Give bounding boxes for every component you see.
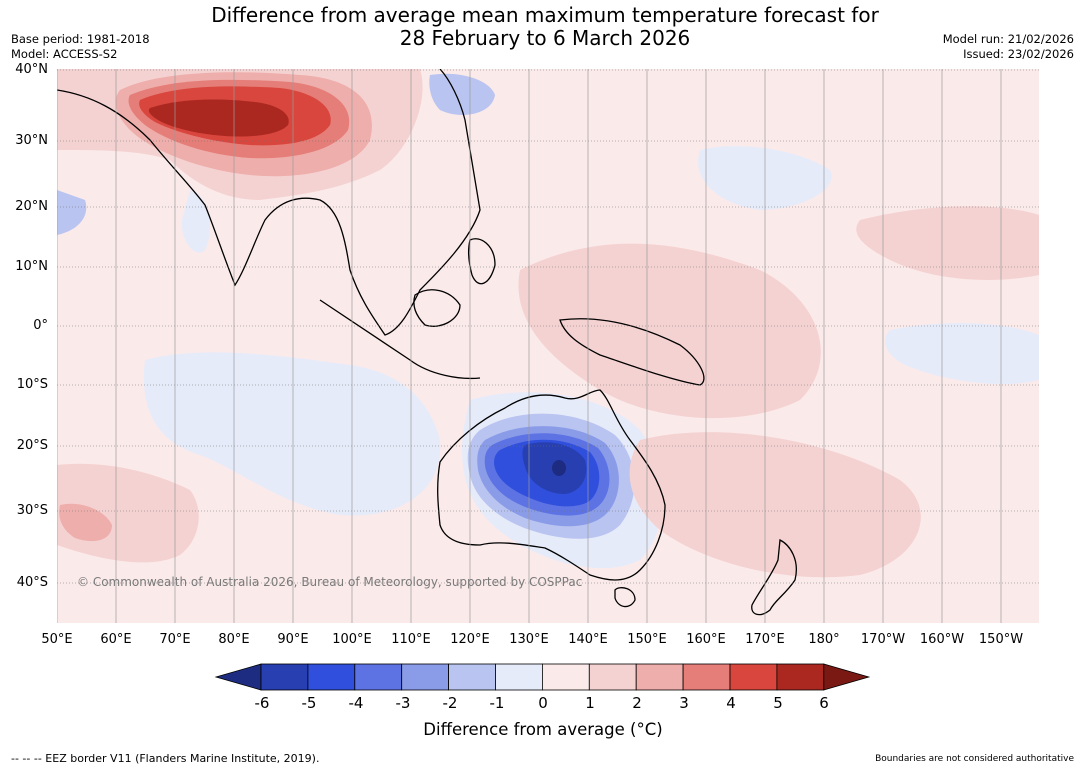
- lon-label: 150°E: [627, 632, 667, 647]
- warm-anomaly-coral-sea: [518, 243, 821, 419]
- lon-label: 60°E: [100, 632, 132, 647]
- colorbar-segment: [635, 663, 684, 691]
- aus-anomaly-min-core: [552, 460, 566, 476]
- lon-label: 100°E: [332, 632, 372, 647]
- colorbar-tick: 0: [538, 694, 548, 712]
- meridians: [57, 69, 1002, 623]
- colorbar-tick: -5: [301, 694, 317, 712]
- lon-label: 160°W: [919, 632, 965, 647]
- lon-label: 80°E: [218, 632, 250, 647]
- lat-label: 30°S: [16, 503, 48, 518]
- map-field: © Commonwealth of Australia 2026, Bureau…: [57, 69, 1039, 623]
- colorbar-segment: [541, 663, 590, 691]
- lon-label: 110°E: [391, 632, 431, 647]
- meta-right: Model run: 21/02/2026 Issued: 23/02/2026: [943, 32, 1074, 62]
- colorbar-segment: [776, 663, 825, 691]
- lon-label: 170°E: [745, 632, 785, 647]
- cool-anomaly-india: [181, 190, 210, 253]
- colorbar-tick: 2: [632, 694, 642, 712]
- model-text: Model: ACCESS-S2: [11, 47, 118, 61]
- model-run-text: Model run: 21/02/2026: [942, 32, 1074, 46]
- coastlines: [57, 69, 797, 616]
- colorbar-segment: [588, 663, 637, 691]
- new-guinea-coastline: [559, 318, 705, 386]
- colorbar-segment: [354, 663, 403, 691]
- cool-anomaly-indian-ocean: [143, 352, 441, 516]
- meta-left: Base period: 1981-2018 Model: ACCESS-S2: [11, 32, 150, 62]
- colorbar-tick: 5: [773, 694, 783, 712]
- cool-anomaly-east-china: [429, 73, 495, 115]
- colorbar-tick: 1: [585, 694, 595, 712]
- lon-label: 140°E: [568, 632, 608, 647]
- colorbar-tick: -2: [442, 694, 458, 712]
- lon-label: 120°E: [450, 632, 490, 647]
- lon-label: 150°W: [978, 632, 1024, 647]
- cool-anomaly-arabia: [57, 190, 87, 235]
- lon-label: 50°E: [41, 632, 73, 647]
- colorbar-tick: 3: [679, 694, 689, 712]
- lon-label: 130°E: [509, 632, 549, 647]
- colorbar-extend-high: [823, 663, 871, 691]
- colorbar-segment: [307, 663, 356, 691]
- lat-label: 20°S: [16, 438, 48, 453]
- lat-label: 10°N: [15, 259, 48, 274]
- new-zealand-coastline: [751, 538, 797, 616]
- australia-coastline: [437, 389, 666, 581]
- colorbar: [214, 663, 871, 691]
- colorbar-tick: 4: [726, 694, 736, 712]
- warm-anomaly-level-5: [148, 99, 289, 137]
- asia-coastline: [57, 69, 481, 336]
- philippines-coastline: [468, 238, 496, 285]
- base-period-text: Base period: 1981-2018: [11, 32, 150, 46]
- colorbar-segment: [729, 663, 778, 691]
- tasmania-coastline: [614, 587, 636, 608]
- lat-label: 20°N: [15, 199, 48, 214]
- colorbar-segment: [448, 663, 496, 691]
- warm-anomaly-south-indian-core: [59, 503, 112, 542]
- colorbar-tick: -4: [348, 694, 364, 712]
- lat-label: 10°S: [16, 377, 48, 392]
- lon-label: 170°W: [860, 632, 906, 647]
- title-line-2: 28 February to 6 March 2026: [399, 26, 691, 50]
- colorbar-segment: [401, 663, 449, 691]
- colorbar-tick: 6: [819, 694, 829, 712]
- cool-anomaly-central-pacific: [885, 323, 1039, 385]
- warm-anomaly-north-pacific: [856, 206, 1039, 280]
- colorbar-tick: -6: [254, 694, 270, 712]
- warm-anomaly-tasman: [629, 432, 921, 578]
- colorbar-segment: [682, 663, 731, 691]
- colorbar-segment: [495, 663, 543, 691]
- sumatra-java-coastline: [319, 299, 481, 380]
- boundary-note: Boundaries are not considered authoritat…: [875, 754, 1074, 764]
- lon-label: 180°: [808, 632, 840, 647]
- colorbar-label: Difference from average (°C): [423, 720, 663, 739]
- colorbar-tick: -3: [395, 694, 411, 712]
- borneo-coastline: [413, 289, 461, 327]
- lon-label: 70°E: [159, 632, 191, 647]
- lon-label: 90°E: [277, 632, 309, 647]
- lat-label: 40°S: [16, 575, 48, 590]
- colorbar-extend-low: [214, 663, 262, 691]
- title-line-1: Difference from average mean maximum tem…: [211, 3, 879, 27]
- issued-text: Issued: 23/02/2026: [963, 47, 1074, 61]
- colorbar-tick: -1: [489, 694, 505, 712]
- lon-label: 160°E: [686, 632, 726, 647]
- lat-label: 0°: [33, 318, 48, 333]
- lat-label: 40°N: [15, 62, 48, 77]
- colorbar-segment: [260, 663, 309, 691]
- lat-label: 30°N: [15, 133, 48, 148]
- chart-title: Difference from average mean maximum tem…: [150, 4, 940, 50]
- copyright-text: © Commonwealth of Australia 2026, Bureau…: [77, 575, 582, 589]
- eez-note: -- -- -- EEZ border V11 (Flanders Marine…: [11, 752, 320, 765]
